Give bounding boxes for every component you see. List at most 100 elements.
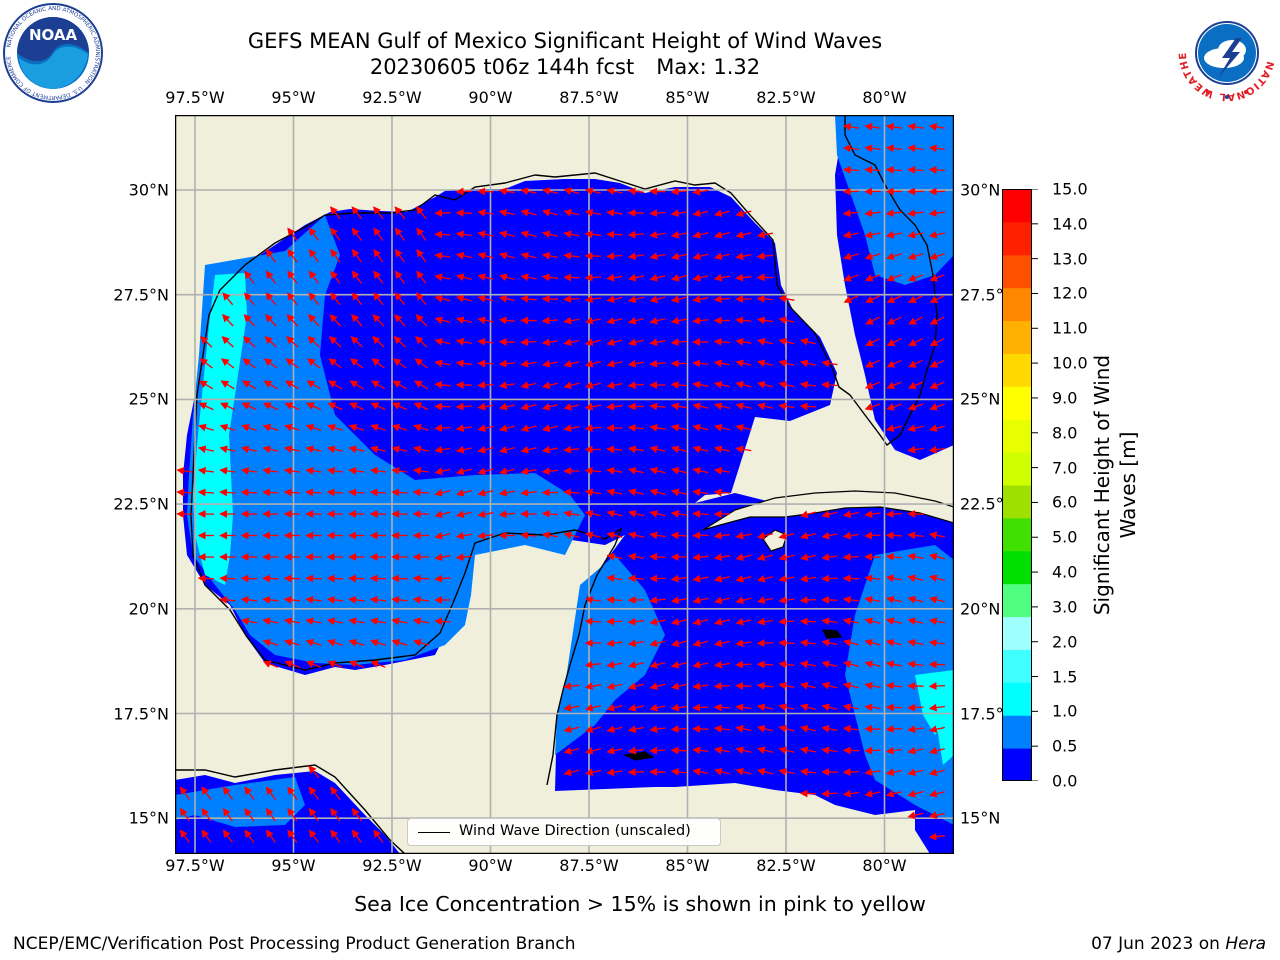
wave-arrow bbox=[606, 338, 623, 347]
wave-arrow bbox=[391, 445, 408, 454]
wave-arrow bbox=[391, 574, 408, 583]
wave-arrow bbox=[413, 402, 429, 411]
wave-arrow bbox=[434, 467, 451, 476]
wave-arrow bbox=[222, 829, 233, 843]
wave-arrow bbox=[627, 746, 644, 755]
colorbar-bin bbox=[1002, 452, 1032, 486]
nws-logo: NATIONAL WEATHER SERVICE bbox=[1176, 2, 1276, 102]
wave-arrow bbox=[692, 767, 709, 776]
wave-arrow bbox=[498, 424, 515, 433]
wave-arrow bbox=[907, 424, 924, 433]
wave-arrow bbox=[262, 596, 279, 604]
wave-arrow bbox=[649, 423, 666, 432]
wave-arrow bbox=[329, 336, 342, 348]
wave-arrow bbox=[391, 467, 408, 475]
wave-arrow bbox=[563, 316, 580, 325]
wave-arrow bbox=[649, 660, 666, 669]
wave-arrow bbox=[541, 531, 559, 540]
wave-arrow bbox=[799, 510, 816, 519]
wave-arrow bbox=[842, 596, 859, 604]
wave-arrow bbox=[262, 488, 279, 497]
wave-arrow bbox=[416, 270, 427, 284]
wave-arrow bbox=[885, 660, 903, 669]
wave-arrow bbox=[627, 703, 644, 712]
wave-arrow bbox=[584, 316, 601, 325]
wave-arrow bbox=[197, 445, 214, 454]
wave-arrow bbox=[541, 316, 559, 325]
wave-arrow bbox=[821, 681, 838, 690]
wave-arrow bbox=[735, 553, 752, 562]
wave-arrow bbox=[692, 553, 709, 561]
wave-arrow bbox=[477, 467, 494, 476]
wave-arrow bbox=[262, 574, 279, 583]
wave-arrow bbox=[821, 660, 838, 669]
wave-arrow bbox=[842, 209, 860, 217]
wave-arrow bbox=[284, 423, 300, 432]
wave-arrow bbox=[455, 251, 473, 260]
wave-arrow bbox=[520, 251, 537, 260]
wave-arrow bbox=[584, 488, 602, 497]
wave-arrow bbox=[799, 359, 816, 368]
wave-arrow bbox=[692, 574, 709, 583]
wave-arrow bbox=[735, 337, 752, 346]
lat-tick-label-left: 27.5°N bbox=[113, 285, 169, 305]
wave-arrow bbox=[520, 531, 537, 540]
wave-arrow bbox=[670, 509, 687, 518]
wave-arrow bbox=[498, 230, 515, 239]
wave-arrow bbox=[886, 403, 902, 411]
wave-arrow bbox=[649, 725, 666, 733]
wave-arrow bbox=[670, 381, 688, 389]
wave-arrow bbox=[627, 768, 645, 776]
wave-arrow bbox=[241, 402, 257, 411]
wave-arrow bbox=[713, 596, 730, 605]
wave-arrow bbox=[392, 402, 408, 411]
wave-arrow bbox=[330, 829, 341, 843]
wave-arrow bbox=[606, 252, 623, 260]
wave-arrow bbox=[434, 359, 451, 368]
wave-arrow bbox=[692, 617, 709, 626]
wave-arrow bbox=[348, 445, 365, 454]
wave-arrow bbox=[907, 811, 924, 820]
wave-arrow bbox=[692, 682, 709, 690]
wave-arrow bbox=[243, 314, 256, 327]
wave-arrow bbox=[520, 402, 537, 411]
wave-arrow bbox=[778, 316, 795, 325]
wave-arrow bbox=[606, 552, 623, 561]
wave-arrow bbox=[670, 295, 687, 304]
wave-arrow bbox=[520, 273, 537, 282]
wave-arrow bbox=[264, 336, 277, 348]
wave-arrow bbox=[713, 725, 730, 733]
lon-tick-label-bottom: 90°W bbox=[468, 856, 513, 875]
wave-arrow bbox=[864, 510, 881, 518]
wave-arrow bbox=[864, 746, 881, 755]
wave-arrow bbox=[199, 358, 213, 369]
wave-arrow bbox=[692, 295, 709, 304]
lon-tick-label-bottom: 95°W bbox=[271, 856, 316, 875]
wave-arrow bbox=[885, 531, 903, 540]
wave-arrow bbox=[886, 295, 902, 303]
wave-arrow bbox=[885, 144, 902, 153]
wave-arrow bbox=[713, 746, 731, 755]
wave-arrow bbox=[843, 252, 859, 261]
wave-arrow bbox=[563, 682, 580, 690]
colorbar-bin bbox=[1002, 254, 1032, 289]
wave-arrow bbox=[242, 358, 256, 369]
wave-arrow bbox=[520, 381, 537, 390]
wave-arrow bbox=[308, 786, 320, 800]
wave-arrow bbox=[649, 746, 666, 755]
wave-arrow bbox=[799, 380, 816, 389]
wave-arrow bbox=[713, 402, 730, 411]
wave-arrow bbox=[327, 660, 343, 668]
wave-arrow bbox=[928, 230, 946, 239]
wave-arrow bbox=[477, 402, 494, 411]
wave-arrow bbox=[372, 336, 385, 348]
wave-arrow bbox=[778, 660, 795, 669]
wave-arrow bbox=[907, 403, 924, 411]
wave-arrow bbox=[778, 294, 795, 303]
wave-arrow bbox=[520, 230, 537, 239]
wave-arrow bbox=[412, 596, 430, 604]
wave-arrow bbox=[434, 531, 451, 540]
lat-tick-label-left: 25°N bbox=[128, 389, 169, 409]
wave-arrow bbox=[864, 403, 881, 411]
wave-arrow bbox=[327, 638, 343, 647]
